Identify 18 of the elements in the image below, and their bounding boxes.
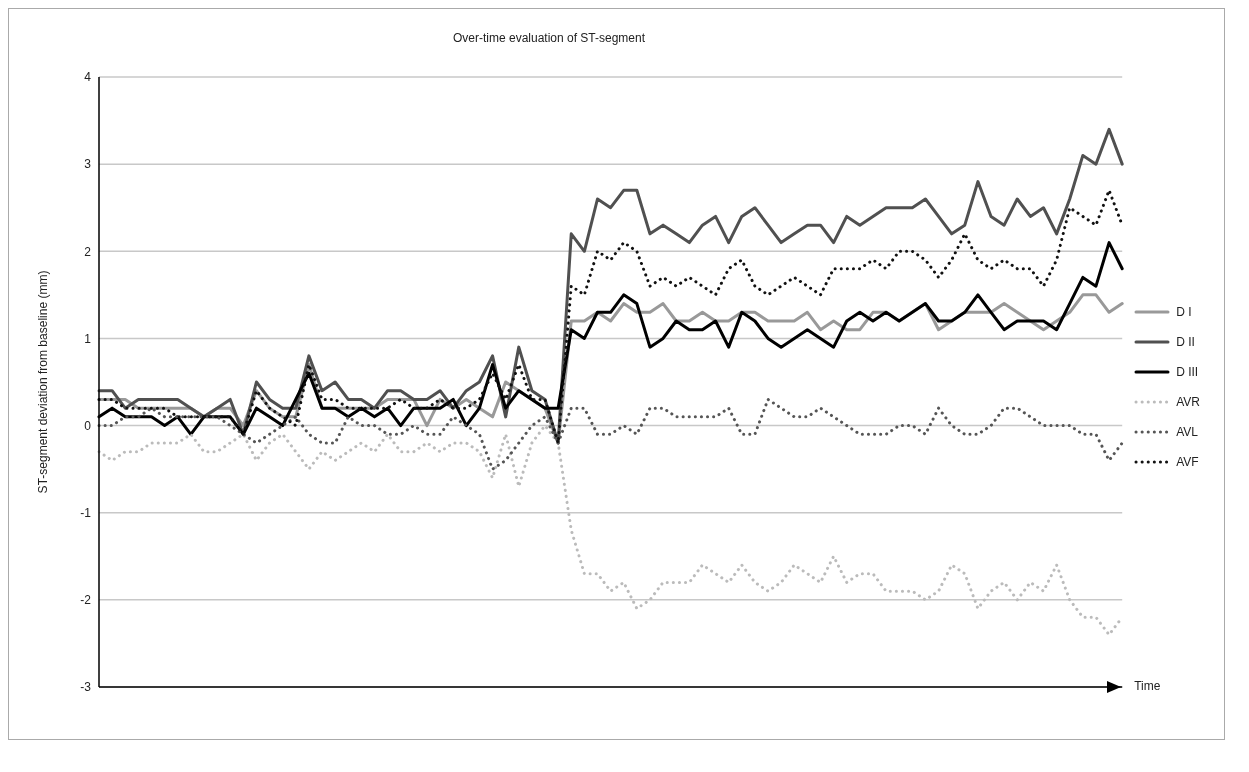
- y-tick-label: 2: [84, 244, 92, 259]
- y-tick-label: 3: [84, 157, 92, 172]
- legend-label: AVL: [1176, 424, 1198, 441]
- legend-label: D II: [1176, 334, 1195, 351]
- legend-label: D I: [1176, 304, 1192, 321]
- legend-label: AVR: [1176, 394, 1200, 411]
- legend-label: D III: [1176, 364, 1199, 381]
- y-tick-label: 0: [84, 418, 92, 433]
- x-axis-title: Time: [1134, 679, 1161, 694]
- y-tick-label: 1: [84, 331, 92, 346]
- y-tick-label: -3: [80, 680, 92, 695]
- y-tick-label: -2: [80, 593, 92, 608]
- chart-title: Over-time evaluation of ST-segment: [451, 31, 647, 45]
- legend-label: AVF: [1176, 454, 1199, 471]
- y-axis-title: ST-segment deviation from baseline (mm): [36, 270, 51, 494]
- line-series: [97, 188, 1124, 445]
- y-tick-label: -1: [80, 505, 92, 520]
- y-tick-label: 4: [84, 70, 92, 85]
